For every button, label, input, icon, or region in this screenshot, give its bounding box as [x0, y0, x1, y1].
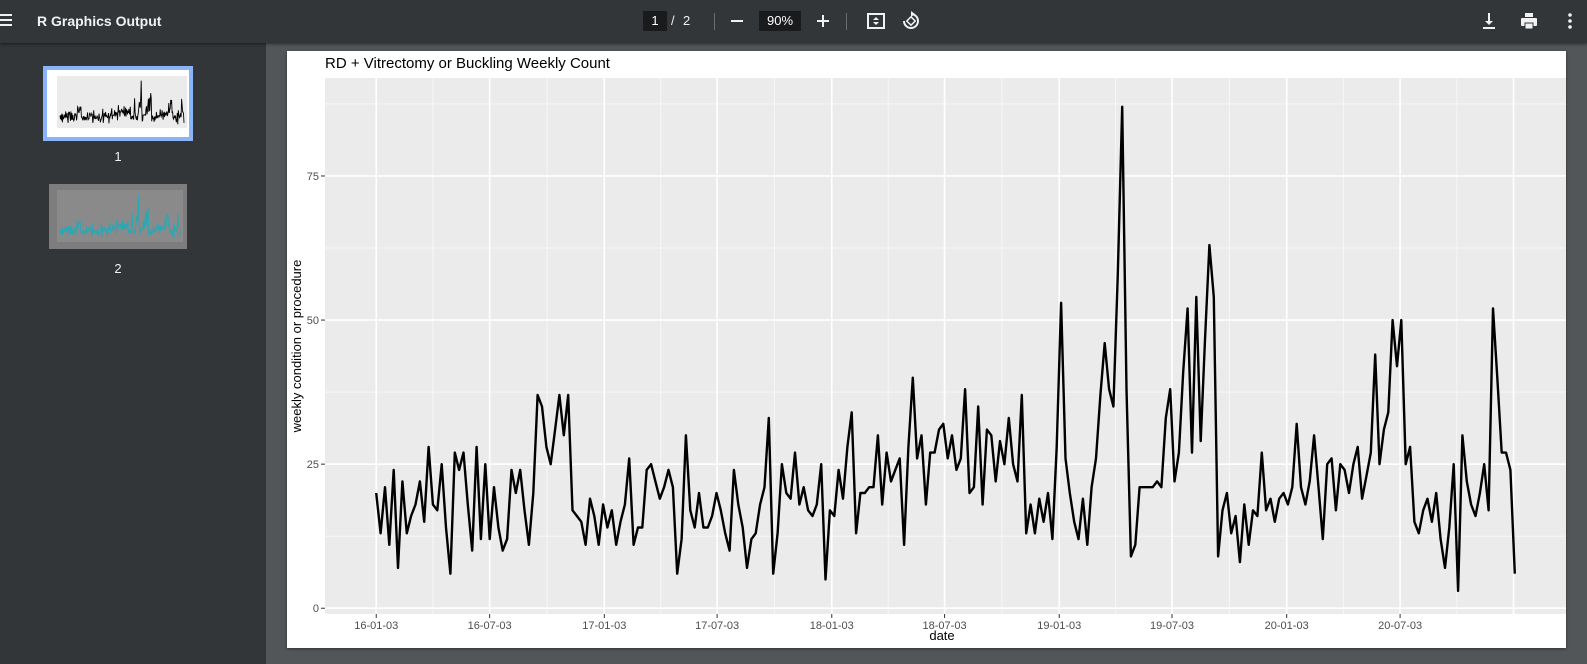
thumbnail-sidebar: 1 2 [0, 43, 266, 664]
x-tick-label: 16-01-03 [354, 620, 398, 632]
menu-icon[interactable] [0, 10, 16, 32]
fit-page-icon[interactable] [864, 10, 888, 32]
x-tick-label: 17-07-03 [695, 620, 739, 632]
thumbnail-label: 1 [114, 149, 122, 164]
series-line [375, 105, 1516, 593]
y-axis: 0 25 50 75 [307, 171, 325, 615]
pdf-toolbar: R Graphics Output 1 / 2 90% [0, 0, 1587, 43]
document-viewer[interactable]: RD + Vitrectomy or Buckling Weekly Count… [266, 43, 1587, 664]
x-tick-label: 19-01-03 [1037, 620, 1081, 632]
thumbnail-label: 2 [114, 261, 122, 276]
x-tick-label: 16-07-03 [468, 620, 512, 632]
chart-title: RD + Vitrectomy or Buckling Weekly Count [325, 55, 611, 72]
rotate-icon[interactable] [899, 10, 923, 32]
y-axis-title: weekly condition or procedure [289, 260, 304, 434]
y-tick-label: 25 [307, 459, 319, 471]
page-thumbnail-1[interactable] [43, 66, 193, 141]
x-tick-label: 18-01-03 [810, 620, 854, 632]
x-tick-label: 20-01-03 [1265, 620, 1309, 632]
toolbar-divider [846, 13, 847, 30]
document-title: R Graphics Output [37, 13, 162, 29]
pdf-page: RD + Vitrectomy or Buckling Weekly Count… [287, 51, 1566, 648]
download-icon[interactable] [1477, 10, 1501, 32]
page-separator: / [671, 13, 675, 28]
x-tick-label: 19-07-03 [1150, 620, 1194, 632]
y-tick-label: 75 [307, 171, 319, 183]
line-chart: RD + Vitrectomy or Buckling Weekly Count… [289, 55, 1566, 643]
page-total: 2 [683, 13, 691, 28]
thumbnail-chart [57, 190, 183, 242]
plot-panel [325, 78, 1566, 614]
page-number-input[interactable]: 1 [643, 11, 667, 31]
toolbar-divider [714, 13, 715, 30]
x-tick-label: 18-07-03 [923, 620, 967, 632]
zoom-in-icon[interactable] [811, 10, 835, 32]
x-tick-label: 17-01-03 [582, 620, 626, 632]
more-icon[interactable] [1560, 10, 1580, 32]
x-tick-label: 20-07-03 [1378, 620, 1422, 632]
x-axis: 16-01-03 16-07-03 17-01-03 17-07-03 18-01-03… [354, 614, 1422, 632]
y-tick-label: 50 [307, 315, 319, 327]
thumbnail-chart [57, 76, 187, 128]
page-thumbnail-2[interactable] [49, 184, 187, 249]
thumbnail-preview [47, 70, 189, 137]
x-axis-title: date [929, 628, 954, 643]
zoom-out-icon[interactable] [725, 10, 749, 32]
zoom-level-input[interactable]: 90% [759, 11, 801, 31]
print-icon[interactable] [1517, 10, 1541, 32]
y-tick-label: 0 [313, 603, 319, 615]
